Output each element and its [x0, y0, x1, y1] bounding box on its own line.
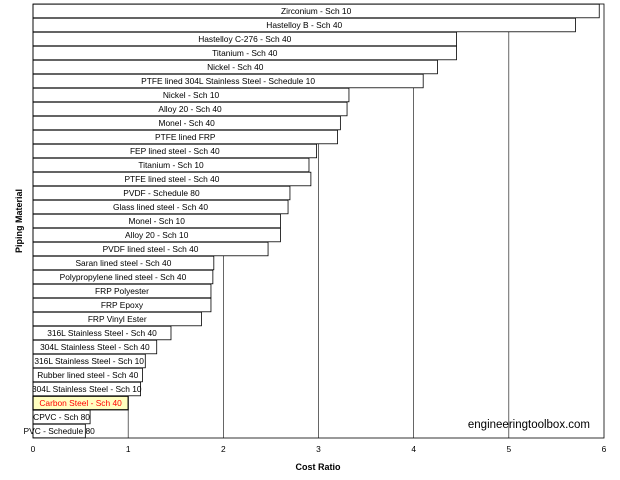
bar-label-14: PVDF - Schedule 80: [123, 188, 200, 198]
x-tick-4: 4: [411, 444, 416, 454]
x-tick-0: 0: [31, 444, 36, 454]
bar-label-21: FRP Polyester: [95, 286, 149, 296]
bar-label-31: PVC - Schedule 80: [24, 426, 96, 436]
bar-label-16: Monel - Sch 10: [129, 216, 186, 226]
bar-label-5: Nickel - Sch 40: [207, 62, 264, 72]
x-tick-2: 2: [221, 444, 226, 454]
bar-label-19: Saran lined steel - Sch 40: [75, 258, 171, 268]
bar-label-2: Hastelloy B - Sch 40: [266, 20, 342, 30]
bar-label-20: Polypropylene lined steel - Sch 40: [60, 272, 187, 282]
bar-label-22: FRP Epoxy: [101, 300, 144, 310]
x-tick-labels: 0 1 2 3 4 5 6: [31, 444, 607, 454]
bar-label-28: 304L Stainless Steel - Sch 10: [32, 384, 142, 394]
bar-label-26: 316L Stainless Steel - Sch 10: [34, 356, 144, 366]
x-tick-1: 1: [126, 444, 131, 454]
bar-label-4: Titanium - Sch 40: [212, 48, 278, 58]
plot-frame: [32, 3, 605, 439]
x-tick-3: 3: [316, 444, 321, 454]
bar-label-6: PTFE lined 304L Stainless Steel - Schedu…: [141, 76, 315, 86]
bar-label-11: FEP lined steel - Sch 40: [130, 146, 220, 156]
bar-label-17: Alloy 20 - Sch 10: [125, 230, 189, 240]
bar-label-13: PTFE lined steel - Sch 40: [124, 174, 219, 184]
bar-label-30: CPVC - Sch 80: [33, 412, 90, 422]
watermark: engineeringtoolbox.com: [468, 419, 590, 431]
bar-label-8: Alloy 20 - Sch 40: [158, 104, 222, 114]
bar-label-3: Hastelloy C-276 - Sch 40: [198, 34, 291, 44]
bar-label-18: PVDF lined steel - Sch 40: [103, 244, 199, 254]
bar-label-10: PTFE lined FRP: [155, 132, 216, 142]
bar-label-9: Monel - Sch 40: [159, 118, 216, 128]
bar-label-12: Titanium - Sch 10: [138, 160, 204, 170]
bars: [32, 3, 600, 439]
bar-label-15: Glass lined steel - Sch 40: [113, 202, 208, 212]
bar-label-24: 316L Stainless Steel - Sch 40: [47, 328, 157, 338]
bar-label-23: FRP Vinyl Ester: [88, 314, 147, 324]
x-tick-6: 6: [602, 444, 607, 454]
bar-label-7: Nickel - Sch 10: [163, 90, 220, 100]
bar-labels: Zirconium - Sch 10 Hastelloy B - Sch 40 Ha…: [24, 6, 352, 436]
x-tick-5: 5: [506, 444, 511, 454]
y-axis-label: Piping Material: [14, 189, 24, 253]
bar-label-29: Carbon Steel - Sch 40: [39, 398, 122, 408]
bar-label-25: 304L Stainless Steel - Sch 40: [40, 342, 150, 352]
bar-label-1: Zirconium - Sch 10: [281, 6, 352, 16]
bar-label-27: Rubber lined steel - Sch 40: [37, 370, 138, 380]
x-axis-label: Cost Ratio: [296, 462, 342, 472]
